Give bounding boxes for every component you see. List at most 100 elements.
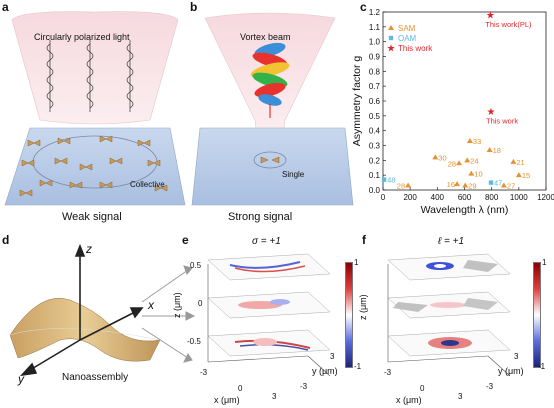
data-point-label: 21	[516, 158, 524, 167]
data-point-label: 29	[468, 182, 476, 191]
data-point-label: 30	[438, 153, 446, 162]
nanoassembly-label: Nanoassembly	[62, 372, 129, 383]
axis-x-label: x	[148, 298, 154, 312]
y-tick-label: 0.9	[369, 53, 381, 62]
light-beam-shape	[11, 11, 179, 125]
axis-z-label: z	[86, 242, 92, 256]
sam-data-point	[456, 160, 463, 166]
f-y-tick-b: 3	[514, 352, 519, 361]
sam-data-point	[464, 157, 471, 163]
sam-data-point	[486, 146, 493, 152]
sam-data-point	[388, 25, 394, 30]
e-cbar-min: -1	[354, 362, 362, 371]
f-y-axis-label: y (μm)	[498, 366, 524, 376]
e-y-axis-label: y (μm)	[312, 366, 338, 376]
panel-a-top-label: Circularly polarized light	[34, 32, 130, 42]
e-z-tick-mid: 0	[198, 299, 203, 308]
sam-data-point	[515, 172, 522, 178]
e-y-tick-a: -3	[300, 382, 308, 391]
legend-entry: This work	[398, 44, 433, 53]
panel-e-letter: e	[182, 233, 189, 247]
y-tick-label: 0.2	[369, 156, 381, 165]
y-tick-label: 1.1	[369, 23, 381, 32]
panel-a-bottom-label: Weak signal	[62, 211, 122, 223]
e-x-axis-label: x (μm)	[214, 395, 240, 405]
y-tick-label: 0.8	[369, 67, 381, 76]
y-axis-label: Asymmetry factor g	[351, 56, 363, 147]
vortex-wavefront-icon	[250, 42, 290, 118]
y-tick-label: 0.0	[369, 186, 381, 195]
f-z-axis-label: z (μm)	[358, 294, 368, 320]
data-point-label: 47	[494, 179, 502, 188]
e-x-tick-b: 0	[238, 384, 243, 393]
panel-f-title: ℓ = +1	[438, 236, 465, 247]
x-tick-label: 200	[403, 193, 417, 202]
panel-b-letter: b	[190, 0, 198, 14]
data-point-label: 15	[522, 171, 530, 180]
f-cbar-max: 1	[542, 258, 547, 267]
y-tick-label: 1.0	[369, 38, 381, 47]
panel-c-letter: c	[360, 0, 367, 14]
data-point-label: 16	[447, 180, 455, 189]
this-work-data-point: ★	[387, 44, 396, 55]
x-tick-label: 0	[381, 193, 386, 202]
data-point-label: This work	[486, 116, 518, 125]
x-tick-label: 400	[431, 193, 445, 202]
sam-data-point	[510, 158, 517, 164]
data-point-label: 33	[473, 137, 481, 146]
y-tick-label: 0.6	[369, 97, 381, 106]
y-tick-label: 0.3	[369, 142, 381, 151]
sam-data-point	[500, 182, 507, 188]
y-tick-label: 0.7	[369, 82, 381, 91]
x-tick-label: 1000	[510, 193, 528, 202]
data-point-label: 10	[474, 170, 482, 179]
panel-f-field-slices	[387, 253, 511, 377]
substrate-plate	[4, 127, 186, 206]
x-tick-label: 800	[485, 193, 499, 202]
e-colorbar	[345, 262, 353, 368]
f-y-tick-a: -3	[486, 382, 494, 391]
nanoparticle-icons	[19, 135, 168, 197]
y-tick-label: 0.4	[369, 127, 381, 136]
axis-y-label: y	[18, 372, 24, 386]
e-z-tick-bot: -0.5	[187, 337, 201, 346]
f-x-tick-a: -3	[384, 368, 392, 377]
e-x-tick-a: -3	[200, 368, 208, 377]
panel-a-inner-label: Collective	[130, 180, 165, 189]
data-point-label: 28	[397, 182, 405, 191]
polarization-helix-icons	[46, 40, 134, 112]
e-z-tick-top: 0.5	[190, 261, 202, 270]
f-x-tick-c: 3	[458, 392, 463, 401]
legend-entry: SAM	[398, 24, 416, 33]
this-work-data-point: ★	[486, 10, 495, 21]
this-work-data-point: ★	[487, 107, 496, 118]
x-tick-label: 600	[458, 193, 472, 202]
x-tick-label: 1200	[537, 193, 554, 202]
substrate-plate	[191, 127, 354, 206]
sam-data-point	[466, 138, 473, 144]
data-point-label: 27	[507, 182, 515, 191]
panel-d-illustration	[9, 243, 161, 377]
panel-b-illustration	[191, 12, 354, 206]
oam-data-point	[381, 177, 387, 182]
sam-data-point	[454, 181, 461, 187]
sam-data-point	[468, 170, 475, 176]
asymmetry-scatter-chart: 0 200 400 600 800 1000 1200 0.0 0.1 0.2 0.3 0.4 0.5 0…	[351, 8, 554, 216]
field-pattern-marks	[229, 261, 311, 351]
data-point-label: 48	[387, 176, 395, 185]
field-pattern-marks	[393, 260, 498, 349]
nanoassembly-surface	[9, 298, 161, 362]
f-x-tick-b: 0	[420, 384, 425, 393]
panel-e-field-slices	[207, 253, 331, 377]
y-tick-label: 0.1	[369, 171, 381, 180]
oam-data-point	[488, 180, 494, 185]
y-tick-label: 0.5	[369, 112, 381, 121]
f-cbar-min: -1	[538, 362, 546, 371]
sam-data-point	[462, 182, 469, 188]
e-x-tick-c: 3	[272, 392, 277, 401]
oam-data-point	[388, 35, 394, 41]
f-x-axis-label: x (μm)	[396, 395, 422, 405]
legend-entry: OAM	[398, 34, 417, 43]
panel-b-top-label: Vortex beam	[240, 32, 291, 42]
e-y-tick-b: 3	[330, 352, 335, 361]
